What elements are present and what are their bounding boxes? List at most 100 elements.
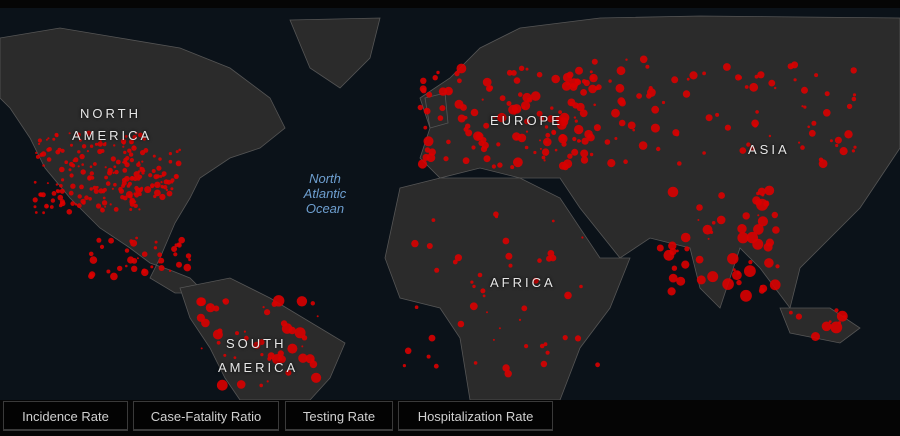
case-marker[interactable] bbox=[89, 171, 95, 176]
case-marker[interactable] bbox=[454, 254, 462, 262]
case-marker[interactable] bbox=[738, 75, 742, 80]
case-marker[interactable] bbox=[55, 189, 59, 193]
case-marker[interactable] bbox=[128, 152, 134, 157]
case-marker[interactable] bbox=[264, 309, 271, 316]
case-marker[interactable] bbox=[551, 129, 557, 135]
case-marker[interactable] bbox=[558, 161, 567, 170]
case-marker[interactable] bbox=[120, 195, 125, 200]
case-marker[interactable] bbox=[287, 343, 298, 354]
case-marker[interactable] bbox=[518, 65, 525, 71]
case-marker[interactable] bbox=[68, 168, 72, 172]
case-marker[interactable] bbox=[95, 185, 99, 189]
tab-testing-rate[interactable]: Testing Rate bbox=[285, 401, 393, 431]
case-marker[interactable] bbox=[480, 288, 486, 294]
case-marker[interactable] bbox=[627, 121, 636, 130]
case-marker[interactable] bbox=[157, 252, 163, 258]
case-marker[interactable] bbox=[131, 258, 138, 264]
case-marker[interactable] bbox=[122, 168, 128, 173]
case-marker[interactable] bbox=[285, 369, 292, 376]
case-marker[interactable] bbox=[746, 142, 751, 147]
case-marker[interactable] bbox=[125, 191, 133, 198]
case-marker[interactable] bbox=[711, 221, 716, 225]
case-marker[interactable] bbox=[737, 232, 749, 244]
case-marker[interactable] bbox=[498, 327, 501, 330]
case-marker[interactable] bbox=[744, 265, 756, 277]
case-marker[interactable] bbox=[838, 321, 841, 325]
case-marker[interactable] bbox=[539, 147, 542, 150]
case-marker[interactable] bbox=[572, 136, 577, 142]
case-marker[interactable] bbox=[161, 186, 164, 189]
case-marker[interactable] bbox=[775, 264, 780, 269]
case-marker[interactable] bbox=[106, 269, 111, 274]
case-marker[interactable] bbox=[122, 145, 125, 148]
case-marker[interactable] bbox=[178, 148, 181, 152]
case-marker[interactable] bbox=[521, 105, 526, 110]
case-marker[interactable] bbox=[835, 143, 839, 148]
case-marker[interactable] bbox=[539, 116, 545, 121]
case-marker[interactable] bbox=[705, 114, 713, 122]
case-marker[interactable] bbox=[99, 244, 105, 249]
case-marker[interactable] bbox=[558, 110, 562, 114]
case-marker[interactable] bbox=[801, 86, 808, 94]
case-marker[interactable] bbox=[761, 193, 765, 197]
case-marker[interactable] bbox=[161, 171, 167, 177]
case-marker[interactable] bbox=[593, 103, 596, 107]
case-marker[interactable] bbox=[443, 156, 449, 162]
case-marker[interactable] bbox=[175, 150, 179, 154]
case-marker[interactable] bbox=[844, 130, 853, 139]
case-marker[interactable] bbox=[188, 258, 192, 262]
case-marker[interactable] bbox=[111, 187, 114, 190]
case-marker[interactable] bbox=[124, 248, 130, 253]
case-marker[interactable] bbox=[497, 112, 507, 123]
case-marker[interactable] bbox=[166, 190, 173, 197]
case-marker[interactable] bbox=[129, 158, 134, 163]
case-marker[interactable] bbox=[183, 263, 192, 272]
case-marker[interactable] bbox=[513, 77, 521, 84]
case-marker[interactable] bbox=[135, 131, 138, 135]
case-marker[interactable] bbox=[575, 66, 583, 75]
case-marker[interactable] bbox=[722, 278, 734, 290]
case-marker[interactable] bbox=[846, 103, 853, 110]
case-marker[interactable] bbox=[580, 156, 589, 164]
case-marker[interactable] bbox=[72, 159, 76, 163]
case-marker[interactable] bbox=[457, 320, 465, 328]
case-marker[interactable] bbox=[40, 192, 46, 198]
case-marker[interactable] bbox=[262, 306, 265, 309]
case-marker[interactable] bbox=[34, 211, 38, 214]
case-marker[interactable] bbox=[154, 240, 158, 244]
case-marker[interactable] bbox=[125, 156, 130, 161]
case-marker[interactable] bbox=[496, 142, 501, 147]
case-marker[interactable] bbox=[504, 370, 512, 378]
case-marker[interactable] bbox=[70, 201, 75, 206]
case-marker[interactable] bbox=[739, 147, 747, 154]
case-marker[interactable] bbox=[97, 141, 103, 147]
case-marker[interactable] bbox=[42, 164, 45, 167]
case-marker[interactable] bbox=[511, 104, 522, 114]
case-marker[interactable] bbox=[756, 191, 760, 196]
case-marker[interactable] bbox=[70, 183, 76, 189]
case-marker[interactable] bbox=[404, 347, 412, 355]
case-marker[interactable] bbox=[702, 71, 706, 76]
case-marker[interactable] bbox=[104, 141, 107, 145]
case-marker[interactable] bbox=[243, 330, 246, 333]
case-marker[interactable] bbox=[277, 350, 284, 357]
case-marker[interactable] bbox=[66, 209, 73, 215]
case-marker[interactable] bbox=[588, 84, 597, 94]
case-marker[interactable] bbox=[173, 173, 179, 180]
case-marker[interactable] bbox=[454, 71, 460, 77]
case-marker[interactable] bbox=[656, 146, 661, 152]
case-marker[interactable] bbox=[101, 200, 108, 206]
case-marker[interactable] bbox=[100, 149, 105, 153]
case-marker[interactable] bbox=[532, 277, 539, 284]
case-marker[interactable] bbox=[310, 301, 315, 306]
case-marker[interactable] bbox=[236, 380, 246, 389]
case-marker[interactable] bbox=[554, 148, 558, 152]
case-marker[interactable] bbox=[536, 71, 543, 78]
case-marker[interactable] bbox=[436, 70, 440, 75]
case-marker[interactable] bbox=[42, 211, 45, 215]
case-marker[interactable] bbox=[575, 79, 582, 86]
case-marker[interactable] bbox=[839, 147, 848, 156]
case-marker[interactable] bbox=[138, 132, 143, 138]
case-marker[interactable] bbox=[716, 215, 726, 225]
case-marker[interactable] bbox=[208, 305, 211, 309]
